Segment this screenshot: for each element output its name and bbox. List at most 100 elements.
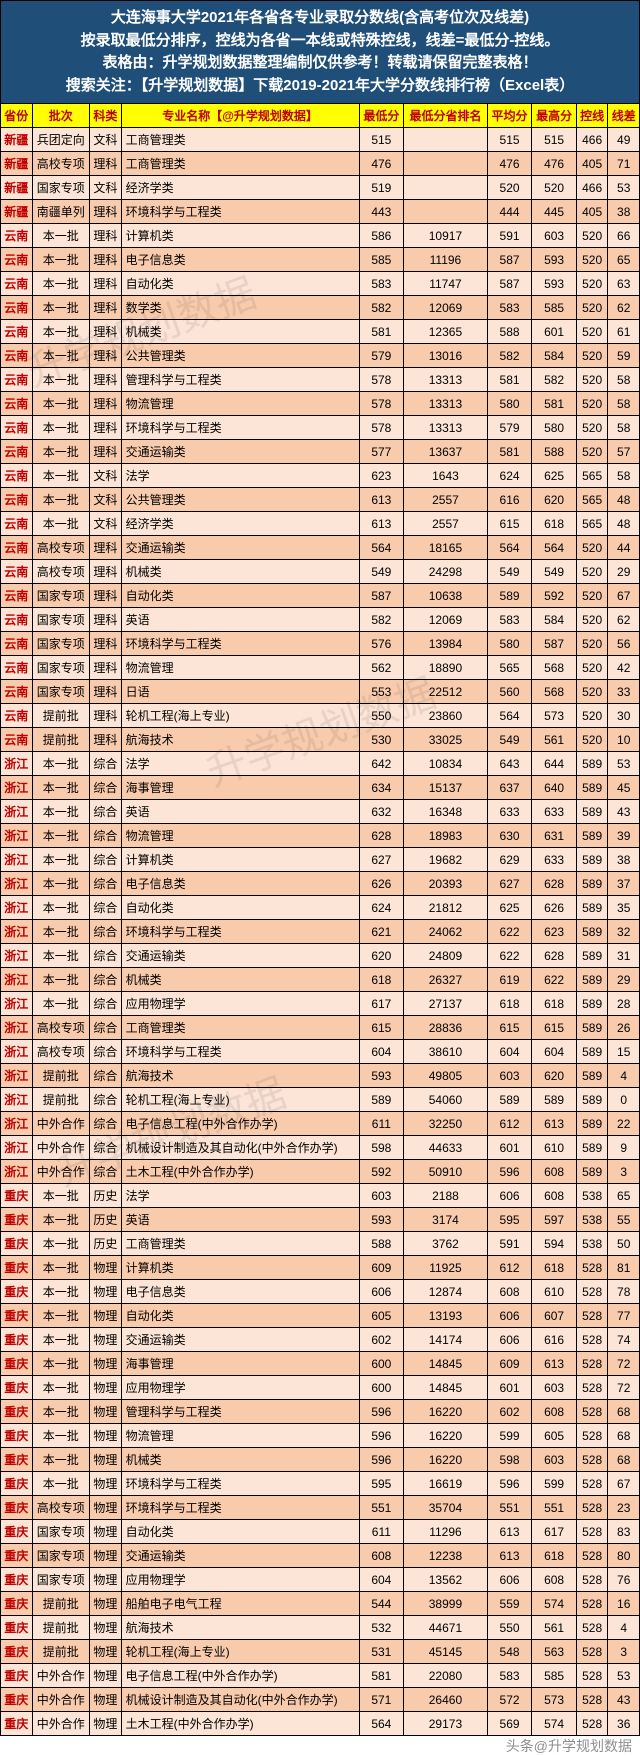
- table-cell: 云南: [1, 632, 33, 656]
- table-cell: 重庆: [1, 1376, 33, 1400]
- table-cell: 法学: [121, 752, 359, 776]
- table-cell: 577: [359, 440, 404, 464]
- table-cell: 528: [576, 1496, 608, 1520]
- table-cell: 国家专项: [32, 1544, 90, 1568]
- table-cell: 520: [576, 392, 608, 416]
- table-cell: 53: [608, 1664, 640, 1688]
- table-cell: 569: [487, 1712, 532, 1736]
- table-cell: 11925: [404, 1256, 488, 1280]
- table-cell: 630: [487, 824, 532, 848]
- table-cell: 609: [487, 1352, 532, 1376]
- table-cell: 39: [608, 824, 640, 848]
- table-cell: 29: [608, 968, 640, 992]
- table-cell: 520: [576, 584, 608, 608]
- table-cell: 33: [608, 680, 640, 704]
- table-cell: 65: [608, 1184, 640, 1208]
- table-cell: 本一批: [32, 272, 90, 296]
- table-cell: 中外合作: [32, 1112, 90, 1136]
- table-cell: 573: [532, 704, 577, 728]
- table-cell: 英语: [121, 1208, 359, 1232]
- table-cell: 606: [487, 1568, 532, 1592]
- table-cell: 本一批: [32, 368, 90, 392]
- table-cell: 581: [532, 392, 577, 416]
- score-table: 省份批次科类专业名称【@升学规划数据】最低分最低分省排名平均分最高分控线线差 新…: [0, 103, 640, 1736]
- table-cell: 612: [487, 1112, 532, 1136]
- table-cell: 620: [359, 944, 404, 968]
- table-cell: 71: [608, 152, 640, 176]
- table-cell: 新疆: [1, 176, 33, 200]
- table-cell: 520: [576, 680, 608, 704]
- table-cell: 理科: [90, 272, 122, 296]
- table-cell: 544: [359, 1592, 404, 1616]
- table-cell: 568: [532, 680, 577, 704]
- table-cell: 国家专项: [32, 1568, 90, 1592]
- table-cell: 理科: [90, 704, 122, 728]
- table-cell: 618: [532, 1256, 577, 1280]
- table-cell: 80: [608, 1544, 640, 1568]
- table-cell: 本一批: [32, 1400, 90, 1424]
- table-cell: 物理: [90, 1424, 122, 1448]
- table-cell: 520: [532, 176, 577, 200]
- table-cell: 584: [532, 344, 577, 368]
- table-header-row: 省份批次科类专业名称【@升学规划数据】最低分最低分省排名平均分最高分控线线差: [1, 104, 640, 128]
- table-cell: 理科: [90, 368, 122, 392]
- table-cell: 计算机类: [121, 224, 359, 248]
- table-cell: 云南: [1, 488, 33, 512]
- table-cell: 445: [532, 200, 577, 224]
- table-cell: 本一批: [32, 1472, 90, 1496]
- table-cell: 49805: [404, 1064, 488, 1088]
- table-cell: 603: [487, 1064, 532, 1088]
- table-cell: 628: [532, 944, 577, 968]
- table-cell: 588: [487, 320, 532, 344]
- table-cell: 1643: [404, 464, 488, 488]
- table-cell: 466: [576, 176, 608, 200]
- table-cell: [404, 200, 488, 224]
- table-cell: 604: [359, 1568, 404, 1592]
- table-cell: 528: [576, 1568, 608, 1592]
- table-cell: 综合: [90, 824, 122, 848]
- col-header: 线差: [608, 104, 640, 128]
- table-row: 新疆南疆单列理科环境科学与工程类44344444540538: [1, 200, 640, 224]
- table-row: 浙江中外合作综合机械设计制造及其自动化(中外合作办学)5984463360161…: [1, 1136, 640, 1160]
- table-cell: 浙江: [1, 968, 33, 992]
- table-cell: 12874: [404, 1280, 488, 1304]
- table-cell: 35704: [404, 1496, 488, 1520]
- table-cell: 综合: [90, 968, 122, 992]
- table-cell: 553: [359, 680, 404, 704]
- table-cell: 548: [487, 1640, 532, 1664]
- table-cell: 589: [576, 1160, 608, 1184]
- table-cell: 14845: [404, 1352, 488, 1376]
- table-cell: 627: [487, 872, 532, 896]
- table-cell: 物理: [90, 1544, 122, 1568]
- table-cell: 593: [532, 248, 577, 272]
- table-cell: 综合: [90, 944, 122, 968]
- table-cell: 物理: [90, 1328, 122, 1352]
- table-cell: 602: [359, 1328, 404, 1352]
- table-cell: 机械设计制造及其自动化(中外合作办学): [121, 1136, 359, 1160]
- table-cell: 615: [532, 1016, 577, 1040]
- table-row: 新疆兵团定向文科工商管理类51551551546649: [1, 128, 640, 152]
- table-cell: 物理: [90, 1352, 122, 1376]
- table-cell: 43: [608, 1688, 640, 1712]
- table-cell: 605: [532, 1424, 577, 1448]
- table-cell: 重庆: [1, 1664, 33, 1688]
- table-cell: 机械类: [121, 320, 359, 344]
- table-cell: 578: [359, 368, 404, 392]
- table-row: 重庆本一批物理交通运输类6021417460661652874: [1, 1328, 640, 1352]
- table-cell: 589: [576, 1088, 608, 1112]
- table-cell: 本一批: [32, 896, 90, 920]
- table-cell: 528: [576, 1544, 608, 1568]
- table-cell: 616: [532, 1328, 577, 1352]
- table-cell: 11747: [404, 272, 488, 296]
- table-cell: 50910: [404, 1160, 488, 1184]
- table-cell: 59: [608, 344, 640, 368]
- table-row: 浙江本一批综合物流管理6281898363063158939: [1, 824, 640, 848]
- table-cell: 云南: [1, 272, 33, 296]
- table-cell: 600: [359, 1376, 404, 1400]
- table-cell: 596: [359, 1424, 404, 1448]
- table-cell: 604: [359, 1040, 404, 1064]
- table-row: 重庆国家专项物理自动化类6111129661361752883: [1, 1520, 640, 1544]
- table-cell: 601: [532, 320, 577, 344]
- table-cell: 自动化类: [121, 896, 359, 920]
- table-cell: 交通运输类: [121, 1328, 359, 1352]
